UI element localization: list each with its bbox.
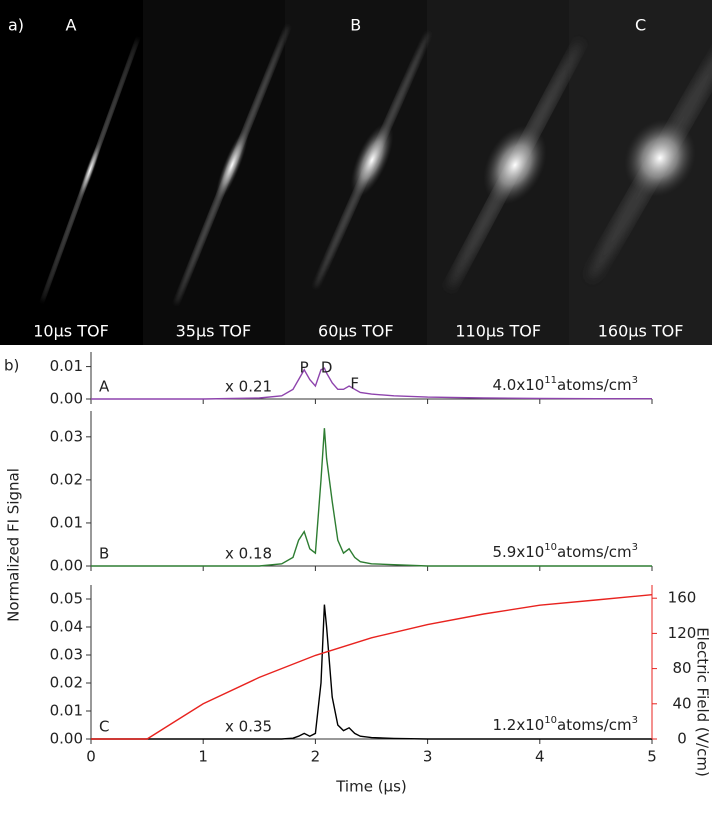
- image-caption: 110μs TOF: [455, 322, 541, 341]
- multiplier: x 0.18: [225, 545, 272, 563]
- density-part: 10: [544, 715, 557, 726]
- y-tick-label: 0.01: [50, 513, 83, 531]
- x-tick-label: 5: [647, 748, 657, 766]
- image-frame: [143, 0, 285, 345]
- density-part: 11: [544, 375, 557, 386]
- y-axis-label: Normalized FI Signal: [5, 468, 23, 622]
- y2-tick-label: 0: [677, 730, 687, 748]
- image-letter: B: [350, 16, 361, 35]
- density-part: 4.0x10: [492, 376, 544, 394]
- y-tick-label: 0.05: [50, 590, 83, 608]
- y2-tick-label: 120: [668, 624, 697, 642]
- density-part: 10: [544, 542, 557, 553]
- image-caption: 160μs TOF: [598, 322, 684, 341]
- multiplier: x 0.35: [225, 718, 272, 736]
- image-letter: C: [635, 16, 646, 35]
- panel-label: b): [4, 357, 19, 375]
- chart-letter: C: [99, 718, 109, 736]
- y-tick-label: 0.03: [50, 427, 83, 445]
- x-axis-label: Time (μs): [335, 778, 407, 796]
- density-part: 3: [632, 375, 638, 386]
- y-tick-label: 0.01: [50, 702, 83, 720]
- data-line: [91, 367, 652, 400]
- y-tick-label: 0.02: [50, 470, 83, 488]
- x-tick-label: 4: [535, 748, 545, 766]
- chart-letter: B: [99, 545, 109, 563]
- image-letter: A: [66, 16, 77, 35]
- density-part: 3: [632, 542, 638, 553]
- atom-cloud: [314, 32, 430, 288]
- density-part: atoms/cm: [557, 716, 632, 734]
- y-tick-label: 0.01: [50, 357, 83, 375]
- atom-cloud: [448, 41, 582, 289]
- y-tick-label: 0.03: [50, 646, 83, 664]
- x-tick-label: 2: [311, 748, 321, 766]
- x-tick-label: 0: [86, 748, 96, 766]
- y-tick-label: 0.00: [50, 557, 83, 575]
- density-part: 5.9x10: [492, 543, 544, 561]
- data-line: [91, 428, 652, 567]
- y2-tick-label: 80: [672, 659, 691, 677]
- peak-label: F: [350, 375, 359, 393]
- density-part: 1.2x10: [492, 716, 544, 734]
- image-panel: a) 10μs TOF A 35μs TOF 60μs TOF B 110μs TOF 16…: [0, 0, 712, 345]
- peak-label: P: [300, 359, 309, 377]
- density-part: atoms/cm: [557, 543, 632, 561]
- density: 5.9x1010atoms/cm3: [492, 542, 638, 561]
- density-part: 3: [632, 715, 638, 726]
- panel-label: a): [8, 16, 24, 35]
- y2-tick-label: 40: [672, 694, 691, 712]
- data-line: [91, 594, 653, 740]
- density: 4.0x1011atoms/cm3: [492, 375, 638, 394]
- x-tick-label: 1: [198, 748, 208, 766]
- atom-cloud: [175, 25, 289, 305]
- y-tick-label: 0.02: [50, 674, 83, 692]
- y-tick-label: 0.04: [50, 618, 83, 636]
- image-caption: 35μs TOF: [176, 322, 252, 341]
- density: 1.2x1010atoms/cm3: [492, 715, 638, 734]
- y-tick-label: 0.00: [50, 390, 83, 408]
- chart-letter: A: [99, 378, 110, 396]
- y2-tick-label: 160: [668, 589, 697, 607]
- y2-axis-label: Electric Field (V/cm): [694, 627, 712, 777]
- image-caption: 60μs TOF: [318, 322, 394, 341]
- x-tick-label: 3: [423, 748, 433, 766]
- peak-label: D: [321, 359, 333, 377]
- density-part: atoms/cm: [557, 376, 632, 394]
- atom-cloud: [42, 38, 138, 302]
- atom-cloud: [589, 36, 712, 280]
- data-line: [91, 604, 652, 740]
- image-caption: 10μs TOF: [33, 322, 109, 341]
- multiplier: x 0.21: [225, 378, 272, 396]
- y-tick-label: 0.00: [50, 730, 83, 748]
